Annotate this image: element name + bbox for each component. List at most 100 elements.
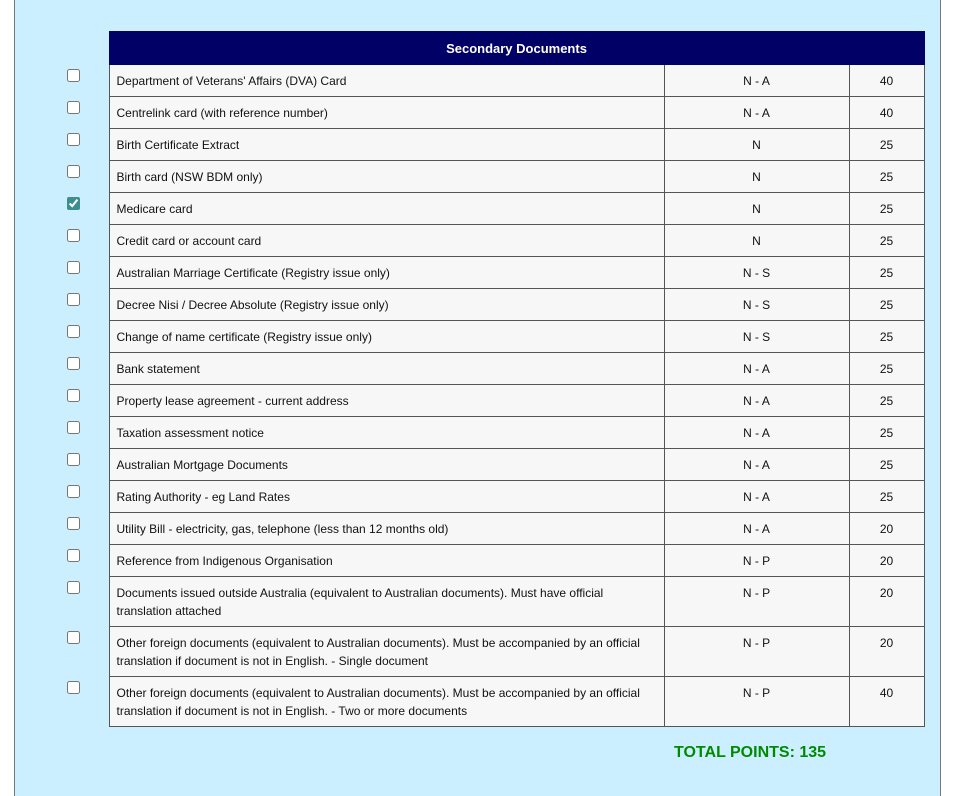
- document-points: 25: [848, 352, 925, 385]
- document-row: Other foreign documents (equivalent to A…: [64, 676, 925, 727]
- document-label: Birth card (NSW BDM only): [108, 160, 665, 193]
- document-code: N - P: [663, 626, 850, 677]
- checkbox-cell: [64, 225, 109, 257]
- document-row: Other foreign documents (equivalent to A…: [64, 626, 925, 677]
- document-label: Credit card or account card: [108, 224, 665, 257]
- checkbox-cell: [64, 677, 109, 727]
- document-label: Property lease agreement - current addre…: [108, 384, 665, 417]
- checkbox-cell: [64, 193, 109, 225]
- document-points: 25: [848, 128, 925, 161]
- document-code: N - A: [663, 384, 850, 417]
- document-checkbox[interactable]: [67, 228, 80, 242]
- documents-table: Secondary Documents Department of Vetera…: [64, 31, 925, 727]
- document-points: 20: [848, 544, 925, 577]
- document-label: Australian Mortgage Documents: [108, 448, 665, 481]
- document-row: Change of name certificate (Registry iss…: [64, 320, 925, 353]
- checkbox-cell: [64, 161, 109, 193]
- document-row: Documents issued outside Australia (equi…: [64, 576, 925, 627]
- checkbox-cell: [64, 513, 109, 545]
- document-points: 20: [848, 626, 925, 677]
- document-checkbox[interactable]: [67, 100, 80, 114]
- document-row: Birth Certificate Extract N 25: [64, 128, 925, 161]
- document-code: N - A: [663, 512, 850, 545]
- document-points: 40: [848, 96, 925, 129]
- document-code: N - A: [663, 96, 850, 129]
- document-row: Australian Mortgage Documents N - A 25: [64, 448, 925, 481]
- document-label: Australian Marriage Certificate (Registr…: [108, 256, 665, 289]
- document-points: 25: [848, 224, 925, 257]
- document-row: Property lease agreement - current addre…: [64, 384, 925, 417]
- document-row: Credit card or account card N 25: [64, 224, 925, 257]
- document-row: Taxation assessment notice N - A 25: [64, 416, 925, 449]
- document-row: Australian Marriage Certificate (Registr…: [64, 256, 925, 289]
- document-label: Medicare card: [108, 192, 665, 225]
- document-code: N - S: [663, 320, 850, 353]
- document-label: Centrelink card (with reference number): [108, 96, 665, 129]
- document-checkbox[interactable]: [67, 260, 80, 274]
- document-checkbox[interactable]: [67, 164, 80, 178]
- document-row: Centrelink card (with reference number) N…: [64, 96, 925, 129]
- document-label: Decree Nisi / Decree Absolute (Registry …: [108, 288, 665, 321]
- document-checkbox[interactable]: [67, 452, 80, 466]
- checkbox-cell: [64, 449, 109, 481]
- document-checkbox[interactable]: [67, 580, 80, 594]
- checkbox-cell: [64, 545, 109, 577]
- document-code: N - P: [663, 676, 850, 727]
- document-checkbox[interactable]: [67, 420, 80, 434]
- document-label: Rating Authority - eg Land Rates: [108, 480, 665, 513]
- document-label: Change of name certificate (Registry iss…: [108, 320, 665, 353]
- document-points: 25: [848, 416, 925, 449]
- checkbox-cell: [64, 321, 109, 353]
- document-checkbox[interactable]: [67, 292, 80, 306]
- document-row: Rating Authority - eg Land Rates N - A 25: [64, 480, 925, 513]
- document-label: Utility Bill - electricity, gas, telepho…: [108, 512, 665, 545]
- document-checkbox[interactable]: [67, 356, 80, 370]
- document-code: N - S: [663, 288, 850, 321]
- checkbox-cell: [64, 577, 109, 627]
- document-points: 40: [848, 676, 925, 727]
- document-code: N: [663, 160, 850, 193]
- document-label: Taxation assessment notice: [108, 416, 665, 449]
- document-code: N - A: [663, 448, 850, 481]
- document-code: N - A: [663, 480, 850, 513]
- document-checkbox[interactable]: [67, 132, 80, 146]
- document-label: Documents issued outside Australia (equi…: [108, 576, 665, 627]
- document-checkbox[interactable]: [67, 516, 80, 530]
- document-row: Decree Nisi / Decree Absolute (Registry …: [64, 288, 925, 321]
- document-checkbox[interactable]: [67, 388, 80, 402]
- document-code: N - A: [663, 64, 850, 97]
- checkbox-cell: [64, 417, 109, 449]
- document-points: 25: [848, 480, 925, 513]
- document-row: Bank statement N - A 25: [64, 352, 925, 385]
- checkbox-cell: [64, 627, 109, 677]
- document-points: 25: [848, 192, 925, 225]
- document-label: Bank statement: [108, 352, 665, 385]
- checkbox-cell: [64, 481, 109, 513]
- document-points: 25: [848, 320, 925, 353]
- document-label: Department of Veterans' Affairs (DVA) Ca…: [108, 64, 665, 97]
- document-points: 25: [848, 288, 925, 321]
- document-checkbox[interactable]: [67, 68, 80, 82]
- document-checkbox[interactable]: [67, 630, 80, 644]
- document-points: 40: [848, 64, 925, 97]
- document-checkbox[interactable]: [67, 324, 80, 338]
- document-code: N: [663, 224, 850, 257]
- document-points: 25: [848, 256, 925, 289]
- document-checkbox[interactable]: [67, 680, 80, 694]
- document-points: 20: [848, 512, 925, 545]
- checkbox-cell: [64, 257, 109, 289]
- checkbox-cell: [64, 97, 109, 129]
- checkbox-cell: [64, 289, 109, 321]
- document-points: 25: [848, 384, 925, 417]
- document-code: N - P: [663, 544, 850, 577]
- document-row: Reference from Indigenous Organisation N …: [64, 544, 925, 577]
- document-checkbox[interactable]: [67, 196, 80, 210]
- document-points: 20: [848, 576, 925, 627]
- header-row: Secondary Documents: [64, 31, 925, 65]
- document-checkbox[interactable]: [67, 484, 80, 498]
- checkbox-cell: [64, 353, 109, 385]
- document-label: Birth Certificate Extract: [108, 128, 665, 161]
- document-checkbox[interactable]: [67, 548, 80, 562]
- checkbox-cell: [64, 129, 109, 161]
